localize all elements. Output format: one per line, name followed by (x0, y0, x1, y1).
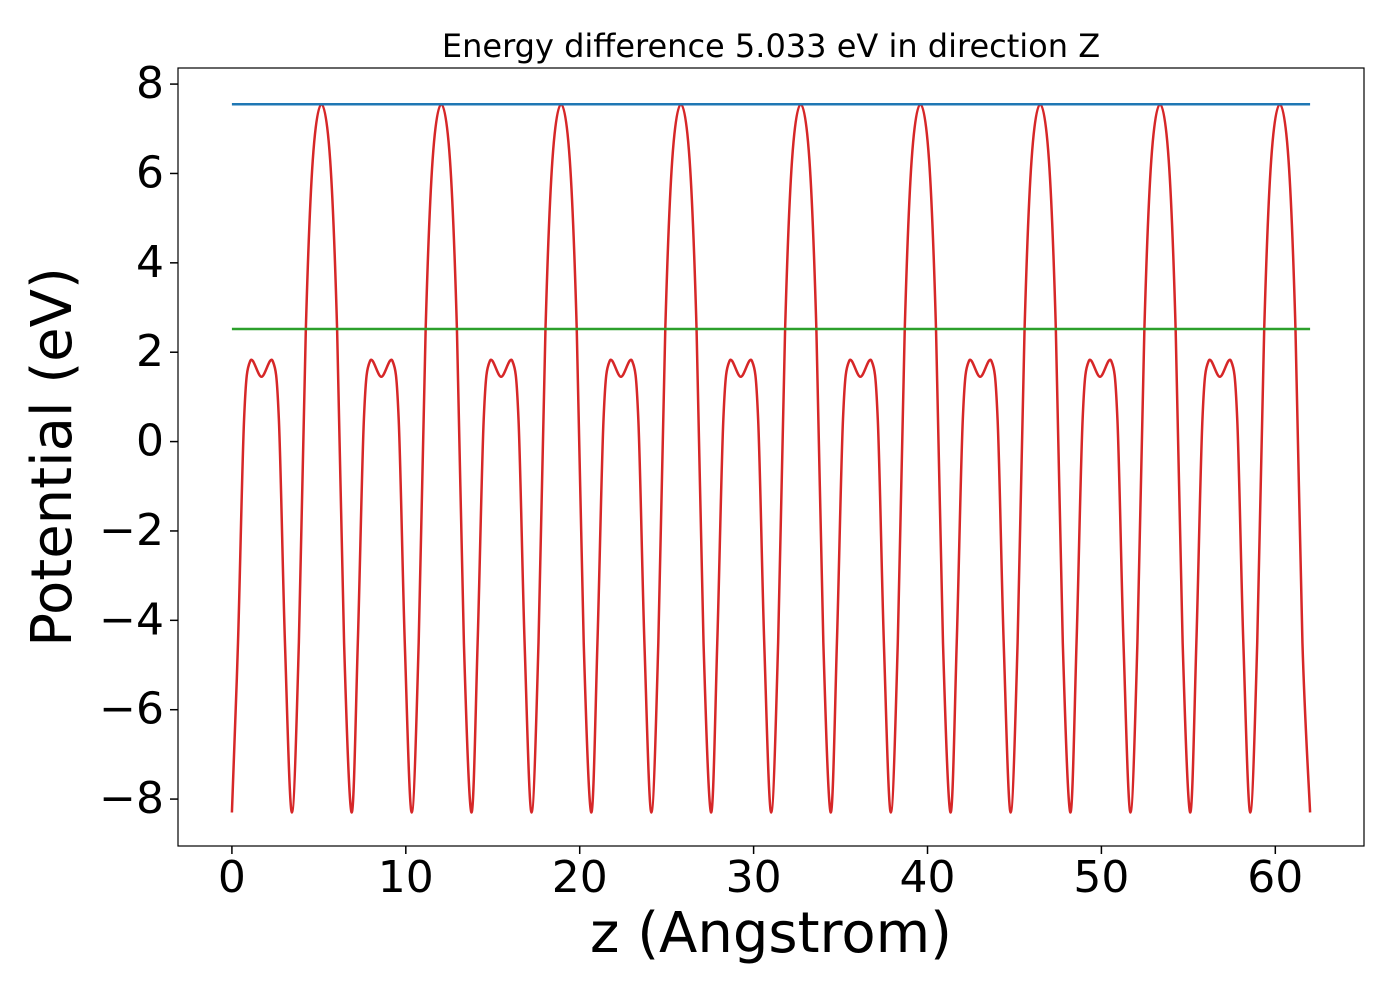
y-axis-label: Potential (eV) (20, 267, 85, 647)
plot-frame (177, 67, 1365, 847)
x-axis-label: z (Angstrom) (590, 901, 952, 966)
y-tick-label: −2 (99, 505, 164, 556)
x-tick-label: 50 (1073, 852, 1129, 903)
y-tick-label: 2 (136, 326, 164, 377)
x-tick-label: 60 (1247, 852, 1303, 903)
x-tick-label: 10 (378, 852, 434, 903)
series-line (230, 102, 1312, 814)
x-tick-label: 40 (900, 852, 956, 903)
chart-title: Energy difference 5.033 eV in direction … (442, 27, 1100, 65)
x-tick-label: 30 (726, 852, 782, 903)
y-tick-label: 0 (136, 416, 164, 467)
y-tick-label: −6 (99, 684, 164, 735)
y-tick-label: 8 (136, 58, 164, 109)
y-tick-label: −4 (99, 594, 164, 645)
y-tick-label: −8 (99, 773, 164, 824)
x-tick-label: 20 (552, 852, 608, 903)
y-tick-label: 4 (136, 237, 164, 288)
y-tick-label: 6 (136, 147, 164, 198)
x-tick-label: 0 (218, 852, 246, 903)
